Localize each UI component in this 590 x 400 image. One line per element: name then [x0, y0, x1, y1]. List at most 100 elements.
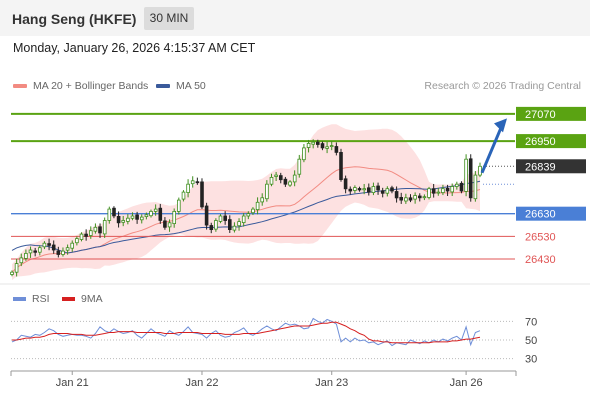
ma20-swatch-icon	[13, 84, 27, 89]
candle-body	[265, 183, 269, 200]
time-tick-label: Jan 23	[315, 377, 348, 389]
candle-body	[79, 233, 84, 240]
bollinger-band	[12, 124, 480, 281]
candle-body	[149, 210, 153, 217]
bollinger-band-layer	[12, 124, 480, 281]
rsi-pane: 70 50 30	[11, 316, 537, 366]
time-tick-label: Jan 22	[185, 377, 218, 389]
projection-arrow-head	[494, 118, 507, 133]
candle-body	[10, 271, 14, 275]
price-label-26839: 26839	[525, 161, 556, 173]
candle-body	[38, 247, 42, 253]
candle-body	[237, 221, 241, 227]
candle-body	[297, 158, 302, 175]
candle-body	[200, 181, 204, 208]
price-label-26430: 26430	[525, 254, 556, 266]
candle-body	[65, 247, 70, 251]
candle-body	[135, 214, 139, 220]
candle-body	[56, 250, 61, 255]
price-label-26950: 26950	[525, 136, 556, 148]
candle-body	[33, 250, 37, 253]
instrument-title: Hang Seng (HKFE)	[12, 11, 137, 27]
projection-arrow-shaft	[480, 124, 504, 174]
candle-body	[51, 244, 56, 251]
candle-body	[181, 191, 186, 200]
price-label-layer: 27070 26950 26839 26630 26530 26430	[516, 106, 586, 266]
candle-body	[130, 215, 135, 219]
candle-body	[357, 188, 362, 191]
candle-body	[422, 196, 427, 199]
candle-body	[362, 188, 366, 191]
candle-body	[232, 225, 237, 231]
candle-body	[214, 220, 218, 230]
candle-body	[353, 187, 357, 191]
candle-body	[385, 188, 390, 194]
candle-body	[325, 146, 329, 149]
candle-body	[195, 181, 200, 184]
price-label-26530: 26530	[525, 231, 556, 243]
candle-body	[139, 216, 144, 221]
candle-body	[107, 208, 112, 221]
candle-body	[454, 183, 459, 187]
candle-body	[153, 208, 158, 212]
rsi-ma9-line	[12, 321, 481, 344]
candle-body	[288, 181, 292, 186]
rsi-tick-50: 50	[525, 335, 537, 347]
candle-body	[315, 141, 320, 145]
candle-body	[413, 195, 417, 200]
candle-body	[223, 215, 228, 221]
candle-body	[478, 165, 482, 176]
candle-body	[167, 222, 172, 228]
candle-body	[292, 174, 297, 183]
candle-body	[28, 249, 33, 254]
price-label-26630: 26630	[525, 209, 556, 221]
candle-body	[311, 141, 315, 145]
candle-body	[408, 197, 413, 201]
candle-layer	[10, 139, 482, 277]
candle-body	[329, 145, 334, 148]
price-tag-27070	[516, 106, 586, 121]
candle-body	[343, 178, 348, 190]
candle-body	[190, 180, 195, 185]
candle-body	[186, 183, 190, 193]
ma50-line	[11, 180, 481, 254]
legend-ma50: MA 50	[156, 80, 206, 92]
candle-body	[255, 201, 260, 211]
rsi-line	[11, 317, 481, 347]
candle-body	[468, 158, 473, 199]
candle-body	[278, 175, 283, 181]
candle-body	[70, 242, 75, 249]
candle-body	[274, 174, 278, 177]
candle-body	[93, 226, 98, 232]
candle-body	[163, 220, 167, 228]
legend-ma20-label: MA 20 + Bollinger Bands	[33, 80, 149, 92]
candle-body	[116, 215, 121, 224]
projection-arrow-layer	[480, 118, 507, 174]
candle-body	[158, 207, 163, 221]
candle-body	[348, 188, 353, 192]
research-credit: Research © 2026 Trading Central	[424, 80, 581, 92]
candle-body	[404, 197, 408, 202]
candle-body	[144, 214, 149, 218]
timeframe-button[interactable]: 30 MIN	[144, 7, 194, 30]
ma50-swatch-icon	[156, 84, 170, 89]
chart-datetime: Monday, January 26, 2026 4:15:37 AM CET	[13, 41, 256, 55]
candle-body	[445, 187, 450, 192]
candle-body	[334, 146, 339, 153]
candle-body	[459, 182, 464, 192]
candle-body	[376, 185, 380, 191]
rsi-legend-label: RSI	[32, 293, 50, 305]
time-axis: Jan 21 Jan 22 Jan 23 Jan 26	[10, 370, 517, 389]
candle-body	[390, 187, 394, 192]
candle-body	[380, 190, 385, 194]
candle-body	[19, 257, 24, 264]
price-label-27070: 27070	[525, 109, 556, 121]
candle-body	[371, 186, 376, 193]
candle-body	[246, 213, 251, 217]
price-tag-26839	[516, 159, 586, 174]
candle-body	[251, 208, 255, 214]
rsi-swatch-icon	[13, 297, 26, 301]
chart-header: Hang Seng (HKFE) 30 MIN	[0, 0, 590, 36]
candle-body	[14, 263, 19, 273]
